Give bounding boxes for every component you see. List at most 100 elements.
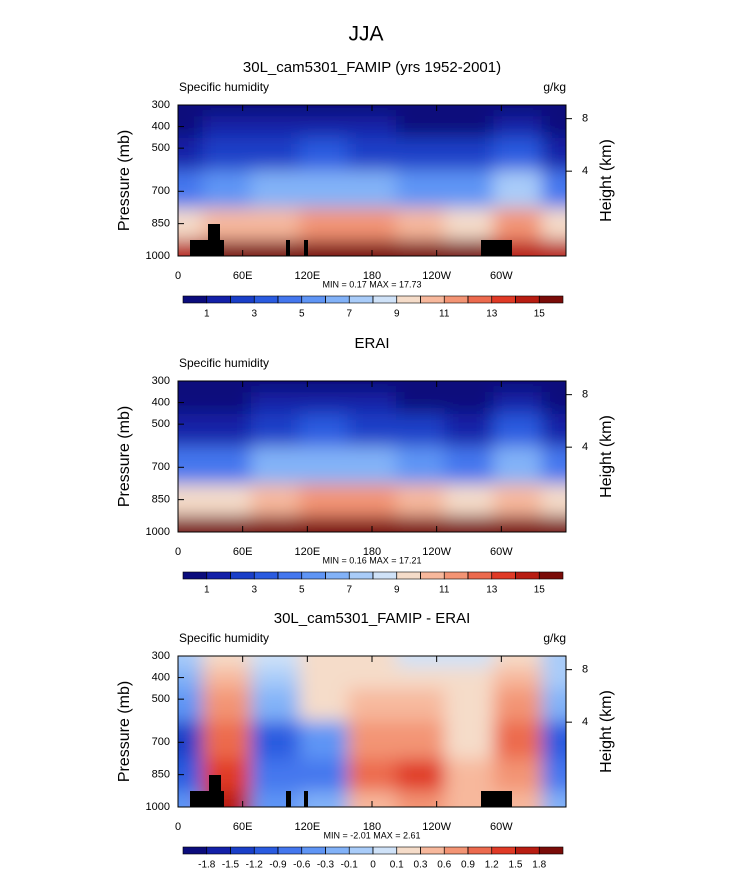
colorbar-box <box>182 295 208 304</box>
field-cell <box>493 413 543 447</box>
field-cell <box>178 105 203 117</box>
y2-axis-label: Height (km) <box>598 415 615 498</box>
x-tick-label: 60W <box>490 546 513 558</box>
colorbar-label: 1.8 <box>532 860 546 871</box>
y-tick-label: 1000 <box>146 250 170 262</box>
field-cell <box>444 688 494 722</box>
field-cell <box>202 169 252 208</box>
colorbar-label: -0.1 <box>341 860 359 871</box>
colorbar-label: 13 <box>486 309 498 320</box>
field-cell <box>444 105 494 117</box>
field-cell <box>299 381 349 393</box>
x-tick-label: 180 <box>363 821 381 833</box>
colorbar-box <box>230 571 255 580</box>
field-cell <box>299 720 349 759</box>
colorbar-label: 0.1 <box>390 860 404 871</box>
field-cell <box>396 758 446 792</box>
field-cell <box>202 688 252 722</box>
y-tick-label: 500 <box>152 142 170 154</box>
field-cell <box>250 115 300 138</box>
field-cell <box>396 105 446 117</box>
colorbar-box <box>230 846 255 855</box>
field-cell <box>202 413 252 447</box>
x-tick-label: 120W <box>422 821 451 833</box>
field-cell <box>444 137 494 171</box>
field-cell <box>396 207 446 241</box>
field-cell <box>493 207 543 241</box>
contour-field <box>178 656 566 807</box>
topo-block <box>190 791 224 807</box>
field-cell <box>444 391 494 414</box>
colorbar-label: -0.3 <box>317 860 335 871</box>
field-cell <box>202 515 252 532</box>
field-cell <box>347 720 397 759</box>
field-cell <box>493 137 543 171</box>
field-cell <box>250 666 300 689</box>
colorbar-box <box>515 295 540 304</box>
y-tick-label: 500 <box>152 418 170 430</box>
colorbar-box <box>372 571 398 580</box>
colorbar-box <box>206 295 231 304</box>
field-cell <box>493 115 543 138</box>
colorbar-label: 7 <box>346 309 352 320</box>
stats: MIN = 0.17 MAX = 17.73 <box>322 279 421 289</box>
y2-tick-label: 4 <box>582 441 588 453</box>
field-cell <box>250 656 300 668</box>
field-cell <box>493 445 543 484</box>
field-cell <box>347 790 397 807</box>
y2-tick-label: 8 <box>582 389 588 401</box>
topo-block <box>304 791 308 807</box>
field-cell <box>444 381 494 393</box>
field-cell <box>202 105 252 117</box>
colorbar-label: 7 <box>346 585 352 596</box>
colorbar-box <box>491 571 516 580</box>
field-cell <box>299 391 349 414</box>
topo-block <box>286 791 291 807</box>
topo-block <box>286 240 290 256</box>
y-tick-label: 500 <box>152 693 170 705</box>
colorbar-box <box>348 571 374 580</box>
field-cell <box>347 483 397 517</box>
colorbar-label: -1.5 <box>222 860 240 871</box>
field-cell <box>493 666 543 689</box>
colorbar-box <box>277 571 303 580</box>
field-cell <box>347 413 397 447</box>
field-cell <box>202 445 252 484</box>
y2-tick-label: 4 <box>582 165 588 177</box>
x-tick-label: 60E <box>233 546 253 558</box>
colorbar-box <box>325 846 350 855</box>
y-axis-label: Pressure (mb) <box>116 406 133 507</box>
field-cell <box>299 656 349 668</box>
field-cell <box>541 656 566 668</box>
field-cell <box>444 207 494 241</box>
field-cell <box>178 169 203 208</box>
topo-block <box>208 224 220 240</box>
field-cell <box>347 137 397 171</box>
colorbar-box <box>348 846 374 855</box>
x-tick-label: 120E <box>294 821 320 833</box>
stats: MIN = -2.01 MAX = 2.61 <box>323 830 420 840</box>
colorbar-label: 1.2 <box>485 860 499 871</box>
left-label: Specific humidity <box>179 631 269 645</box>
field-cell <box>444 483 494 517</box>
field-cell <box>541 790 566 807</box>
field-cell <box>396 137 446 171</box>
colorbar-box <box>253 295 279 304</box>
field-cell <box>299 207 349 241</box>
field-cell <box>541 381 566 393</box>
topo-block <box>481 791 512 807</box>
field-cell <box>347 115 397 138</box>
field-cell <box>250 413 300 447</box>
colorbar-box <box>443 295 469 304</box>
field-cell <box>250 169 300 208</box>
colorbar-box <box>467 571 493 580</box>
colorbar-box <box>396 295 421 304</box>
field-cell <box>202 656 252 668</box>
y-tick-label: 700 <box>152 185 170 197</box>
field-cell <box>493 169 543 208</box>
y-axis-label: Pressure (mb) <box>116 130 133 231</box>
field-cell <box>347 391 397 414</box>
x-tick-label: 0 <box>175 270 181 282</box>
colorbar-label: 5 <box>299 309 305 320</box>
field-cell <box>541 515 566 532</box>
